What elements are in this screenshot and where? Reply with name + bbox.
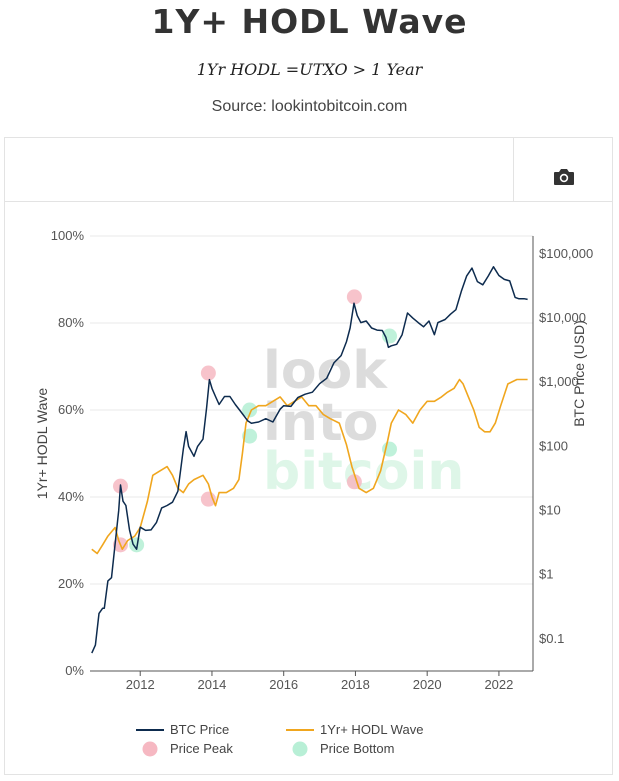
y-left-tick-label: 20%	[58, 576, 84, 591]
watermark: lookintobitcoin	[263, 341, 464, 502]
y-left-axis-title: 1Yr+ HODL Wave	[34, 388, 50, 500]
btc-price-line	[91, 266, 528, 654]
y-left-tick-label: 0%	[65, 663, 84, 678]
y-left-tick-label: 40%	[58, 489, 84, 504]
watermark-text: look	[263, 341, 388, 401]
y-right-axis-title: BTC Price (USD)	[571, 320, 587, 427]
x-tick-label: 2016	[269, 677, 298, 692]
y-left-tick-label: 60%	[58, 402, 84, 417]
x-tick-label: 2014	[197, 677, 226, 692]
price-bottom-marker	[382, 328, 398, 344]
camera-icon[interactable]	[551, 164, 577, 190]
y-right-tick-label: $1,000	[539, 374, 579, 389]
y-right-tick-label: $10	[539, 503, 561, 518]
chart-subtitle: 1Yr HODL =UTXO > 1 Year	[196, 60, 423, 79]
y-right-tick-label: $1	[539, 567, 553, 582]
axes: 0% 20% 40% 60% 80% 100% $0.1 $1 $10 $100 $1,000 $10…	[34, 228, 593, 692]
watermark-text: into	[263, 393, 378, 453]
x-tick-label: 2018	[341, 677, 370, 692]
legend-swatch-price-peak	[142, 741, 158, 757]
y-right-tick-label: $100,000	[539, 246, 593, 261]
x-tick-label: 2020	[413, 677, 442, 692]
price-bottom-marker	[242, 402, 258, 418]
x-tick-label: 2012	[126, 677, 155, 692]
x-tick-label: 2022	[484, 677, 513, 692]
legend-label-price-bottom: Price Bottom	[320, 741, 394, 756]
chart-title: 1Y+ HODL Wave	[151, 2, 468, 41]
price-bottom-marker	[242, 428, 258, 444]
y-right-tick-label: $10,000	[539, 310, 586, 325]
legend-label-btc-price: BTC Price	[170, 722, 229, 737]
series-layer	[91, 266, 528, 654]
y-right-tick-label: $100	[539, 438, 568, 453]
y-left-tick-label: 100%	[51, 228, 85, 243]
watermark-text: bitcoin	[263, 442, 464, 502]
price-peak-marker	[200, 365, 216, 381]
y-left-tick-label: 80%	[58, 315, 84, 330]
chart-source: Source: lookintobitcoin.com	[211, 98, 408, 115]
toolbar-divider	[5, 201, 612, 202]
chart-frame	[4, 137, 613, 775]
toolbar-divider-vertical	[513, 138, 514, 201]
legend-swatch-price-bottom	[292, 741, 308, 757]
price-peak-marker	[346, 289, 362, 305]
legend: BTC Price 1Yr+ HODL Wave Price Peak Price B…	[136, 722, 423, 757]
legend-label-hodl-wave: 1Yr+ HODL Wave	[320, 722, 423, 737]
legend-label-price-peak: Price Peak	[170, 741, 233, 756]
y-right-tick-label: $0.1	[539, 631, 564, 646]
